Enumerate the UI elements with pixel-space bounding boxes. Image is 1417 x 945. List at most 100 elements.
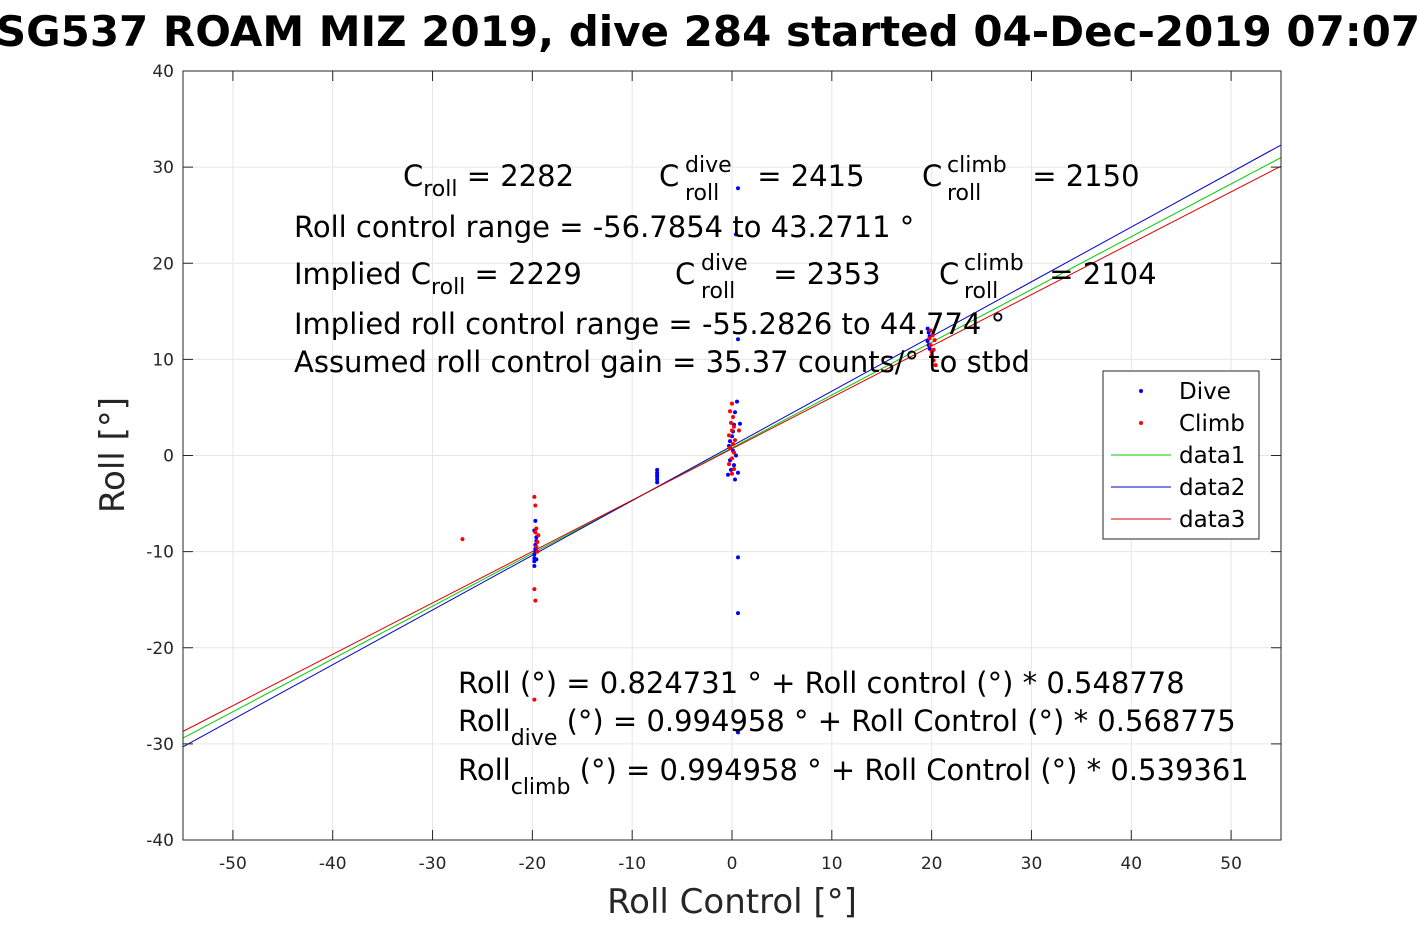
x-tick-label: 10 bbox=[821, 854, 843, 874]
point-climb bbox=[728, 409, 733, 414]
point-climb bbox=[730, 428, 734, 433]
y-tick-label: 40 bbox=[152, 62, 174, 82]
point-dive bbox=[726, 472, 731, 477]
annotation-fit-dive: Rolldive (°) = 0.994958 ° + Roll Control… bbox=[458, 704, 1236, 751]
point-dive bbox=[735, 611, 740, 616]
point-dive bbox=[927, 346, 932, 351]
annotation-gain: Assumed roll control gain = 35.37 counts… bbox=[294, 345, 1030, 379]
point-climb bbox=[534, 544, 539, 549]
point-climb bbox=[533, 598, 538, 603]
y-tick-label: -10 bbox=[146, 543, 174, 563]
x-tick-label: -40 bbox=[319, 854, 347, 874]
point-climb bbox=[933, 363, 938, 368]
chart-title: SG537 ROAM MIZ 2019, dive 284 started 04… bbox=[0, 7, 1417, 56]
legend-label-data1: data1 bbox=[1179, 443, 1245, 469]
point-dive bbox=[655, 467, 660, 472]
point-climb bbox=[730, 401, 734, 406]
point-climb bbox=[730, 456, 734, 461]
point-climb bbox=[928, 328, 933, 333]
y-tick-label: 0 bbox=[163, 447, 174, 467]
y-tick-label: 10 bbox=[152, 350, 174, 370]
y-axis-label: Roll [°] bbox=[93, 397, 133, 513]
point-dive bbox=[655, 477, 660, 482]
annotation-roll-range: Roll control range = -56.7854 to 43.2711… bbox=[294, 210, 914, 244]
point-dive bbox=[735, 730, 740, 735]
x-tick-label: -50 bbox=[219, 854, 247, 874]
point-dive bbox=[735, 186, 740, 191]
point-dive bbox=[655, 480, 660, 485]
point-dive bbox=[732, 477, 737, 482]
x-tick-label: -20 bbox=[518, 854, 546, 874]
point-climb bbox=[536, 533, 541, 538]
annotation-implied-range: Implied roll control range = -55.2826 to… bbox=[294, 307, 1005, 341]
legend-marker-climb bbox=[1139, 421, 1143, 425]
point-dive bbox=[925, 339, 930, 344]
point-dive bbox=[734, 399, 739, 404]
point-climb bbox=[929, 349, 934, 354]
point-dive bbox=[735, 470, 740, 475]
point-climb bbox=[930, 333, 935, 338]
annotation-c-roll: Croll = 2282 bbox=[403, 159, 574, 202]
point-climb bbox=[732, 438, 737, 443]
point-climb bbox=[731, 450, 736, 455]
legend-label-dive: Dive bbox=[1179, 379, 1231, 405]
point-climb bbox=[736, 428, 741, 433]
point-dive bbox=[733, 453, 738, 458]
legend-marker-dive bbox=[1139, 389, 1143, 393]
y-tick-label: -20 bbox=[146, 639, 174, 659]
legend-label-data2: data2 bbox=[1179, 475, 1245, 501]
point-climb bbox=[729, 420, 734, 425]
legend-label-data3: data3 bbox=[1179, 507, 1245, 533]
point-climb bbox=[460, 537, 465, 542]
annotation-fit-climb: Rollclimb (°) = 0.994958 ° + Roll Contro… bbox=[458, 753, 1249, 800]
point-dive bbox=[732, 410, 737, 415]
point-climb bbox=[727, 462, 732, 467]
x-tick-label: -10 bbox=[618, 854, 646, 874]
point-climb bbox=[931, 358, 936, 363]
data-points bbox=[460, 186, 938, 735]
y-tick-label: -40 bbox=[146, 831, 174, 851]
x-tick-label: 30 bbox=[1021, 854, 1043, 874]
x-tick-label: 50 bbox=[1220, 854, 1242, 874]
series-line-data2 bbox=[182, 144, 1282, 748]
y-tick-label: 30 bbox=[152, 158, 174, 178]
point-dive bbox=[731, 463, 736, 468]
point-dive bbox=[533, 518, 538, 523]
x-tick-label: 20 bbox=[921, 854, 943, 874]
point-climb bbox=[929, 353, 934, 358]
x-tick-label: 0 bbox=[727, 854, 738, 874]
point-climb bbox=[535, 540, 540, 545]
point-climb bbox=[927, 336, 932, 341]
point-climb bbox=[728, 445, 733, 450]
point-climb bbox=[730, 415, 735, 420]
point-climb bbox=[731, 424, 736, 429]
point-dive bbox=[925, 326, 930, 331]
x-tick-label: 40 bbox=[1120, 854, 1142, 874]
series-line-data3 bbox=[182, 165, 1282, 732]
point-climb bbox=[534, 526, 539, 531]
point-dive bbox=[534, 557, 539, 562]
point-climb bbox=[727, 433, 732, 438]
point-dive bbox=[735, 555, 740, 560]
legend-label-climb: Climb bbox=[1179, 411, 1245, 437]
point-climb bbox=[730, 441, 735, 446]
point-dive bbox=[735, 337, 740, 342]
y-tick-label: 20 bbox=[152, 254, 174, 274]
annotation-implied-c-roll: Implied Croll = 2229 bbox=[294, 257, 582, 300]
point-dive bbox=[655, 474, 660, 479]
x-axis-label: Roll Control [°] bbox=[607, 882, 857, 922]
x-tick-label: -30 bbox=[419, 854, 447, 874]
point-climb bbox=[928, 342, 933, 347]
legend: Dive Climb data1 data2 data3 bbox=[1102, 370, 1260, 540]
point-dive bbox=[728, 439, 733, 444]
point-dive bbox=[737, 421, 742, 426]
point-dive bbox=[733, 232, 738, 237]
point-climb bbox=[533, 530, 538, 535]
point-climb bbox=[932, 338, 937, 343]
point-dive bbox=[532, 564, 537, 569]
point-climb bbox=[532, 494, 537, 499]
